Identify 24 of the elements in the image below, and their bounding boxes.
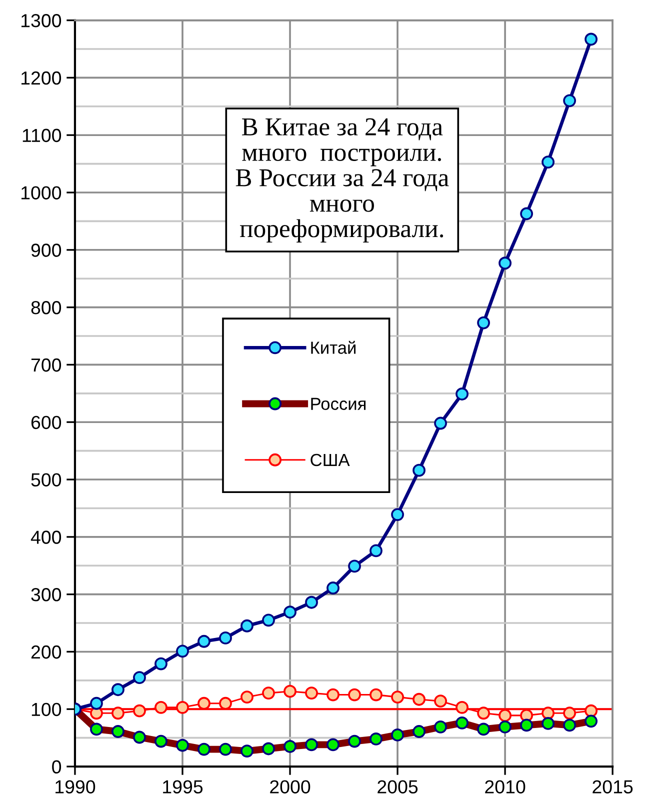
y-tick-label: 600	[31, 416, 62, 430]
y-tick-label: 100	[32, 702, 62, 716]
y-tick-label: 1300	[22, 14, 62, 28]
x-tick-label: 2015	[592, 780, 633, 794]
x-tick-label: 1990	[56, 780, 96, 794]
y-tick-label: 200	[31, 645, 62, 659]
y-tick-label: 900	[31, 244, 62, 257]
y-tick-label: 0	[52, 760, 62, 774]
y-tick-label: 1100	[22, 128, 62, 142]
x-tick-label: 1995	[163, 780, 203, 794]
x-tick-label: 2010	[485, 780, 526, 794]
y-tick-label: 300	[31, 588, 62, 602]
legend-label: США	[310, 454, 350, 466]
annotation: В Китае за 24 года много построили. В России за 24 года много пореформировали.	[236, 118, 449, 243]
y-tick-label: 500	[31, 473, 62, 486]
y-tick-label: 700	[31, 358, 62, 372]
legend-label: Россия	[311, 398, 366, 410]
legend-label: Китай	[311, 340, 356, 354]
x-tick-label: 2000	[270, 780, 310, 794]
x-tick-label: 2005	[378, 780, 418, 794]
y-tick-label: 1200	[22, 71, 62, 85]
y-tick-label: 400	[30, 530, 62, 544]
y-tick-label: 800	[31, 301, 62, 314]
y-tick-label: 1000	[22, 186, 62, 200]
